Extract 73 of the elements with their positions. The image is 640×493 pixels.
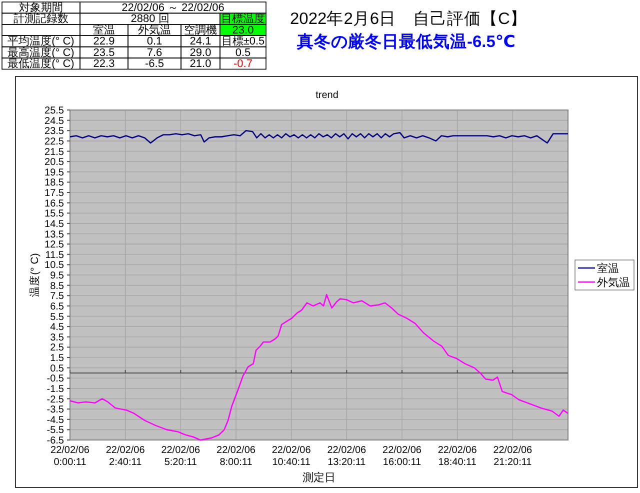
y-tick: -6.5 bbox=[46, 436, 64, 446]
y-tick: 22.5 bbox=[44, 136, 64, 148]
y-tick: 12.5 bbox=[44, 240, 64, 251]
x-tick: 22/02/06 5:20:11 bbox=[161, 445, 200, 468]
y-tick: 15.5 bbox=[44, 208, 64, 220]
table-cell: 21.0 bbox=[190, 58, 212, 70]
y-tick: -1.5 bbox=[46, 384, 64, 395]
y-tick: 18.5 bbox=[44, 178, 64, 189]
table-cell: 室温 bbox=[93, 24, 115, 36]
y-tick: 9.5 bbox=[50, 270, 64, 282]
x-tick: 22/02/06 16:00:11 bbox=[382, 445, 422, 468]
y-tick: 7.5 bbox=[50, 291, 64, 302]
x-tick: 22/02/06 8:00:11 bbox=[216, 445, 256, 468]
legend-label: 外気温 bbox=[597, 277, 630, 289]
y-tick: 14.5 bbox=[44, 218, 64, 230]
table-cell: 空調機 bbox=[184, 24, 217, 36]
y-tick: 10.5 bbox=[44, 260, 64, 272]
x-tick: 22/02/06 2:40:11 bbox=[106, 445, 145, 468]
table-cell: 23.5 bbox=[93, 46, 115, 59]
table-cell: -0.7 bbox=[234, 58, 252, 70]
table-cell: 対象期間 bbox=[19, 2, 63, 14]
table-cell: 外気温 bbox=[138, 24, 171, 36]
y-tick: -3.5 bbox=[46, 404, 64, 416]
y-tick: 25.5 bbox=[44, 106, 64, 116]
x-tick: 22/02/06 18:40:11 bbox=[438, 445, 477, 468]
x-label: 測定日 bbox=[302, 472, 336, 484]
subtitle: 真冬の厳冬日最低気温-6.5℃ bbox=[297, 33, 516, 51]
table-cell: 2880 回 bbox=[130, 13, 170, 26]
chart-caption: trend bbox=[316, 90, 338, 101]
y-tick: -5.5 bbox=[46, 425, 64, 436]
x-tick: 22/02/06 21:20:11 bbox=[493, 445, 532, 468]
x-tick: 22/02/06 10:40:11 bbox=[272, 445, 311, 468]
y-tick: 5.5 bbox=[50, 312, 64, 323]
y-tick: 19.5 bbox=[44, 167, 64, 178]
table-cell: 22/02/06 ～ 22/02/06 bbox=[122, 2, 224, 14]
table-cell: 最低温度(° C) bbox=[8, 58, 74, 70]
y-tick: 0.5 bbox=[50, 363, 64, 374]
y-tick: -2.5 bbox=[46, 394, 64, 406]
y-tick: 8.5 bbox=[50, 280, 64, 292]
y-label: 温度(° C) bbox=[29, 253, 41, 297]
y-tick: 21.5 bbox=[44, 146, 64, 158]
table-cell: 目標±0.5 bbox=[221, 36, 265, 48]
table-cell: 29.0 bbox=[190, 46, 212, 59]
y-tick: 13.5 bbox=[44, 229, 64, 240]
table-cell: 0.1 bbox=[146, 36, 162, 48]
table-cell: 23.0 bbox=[232, 24, 254, 36]
table-cell: 平均温度(° C) bbox=[8, 36, 74, 48]
table-cell: 0.5 bbox=[235, 46, 251, 59]
y-tick: 1.5 bbox=[50, 353, 64, 364]
y-tick: 23.5 bbox=[44, 126, 64, 138]
y-tick: 2.5 bbox=[50, 342, 64, 354]
y-tick: 20.5 bbox=[44, 157, 64, 168]
x-tick: 22/02/06 0:00:11 bbox=[50, 445, 90, 468]
y-tick: 24.5 bbox=[44, 116, 64, 127]
y-tick: 4.5 bbox=[50, 322, 64, 334]
table-cell: 24.1 bbox=[190, 36, 212, 48]
y-tick: -4.5 bbox=[46, 414, 64, 426]
table-cell: 目標温度 bbox=[221, 13, 265, 26]
y-tick: 3.5 bbox=[50, 332, 64, 344]
table-cell: 最高温度(° C) bbox=[8, 46, 74, 59]
title: 2022年2月6日 自己評価【C】 bbox=[290, 10, 527, 28]
y-tick: 6.5 bbox=[50, 301, 64, 312]
y-tick: 16.5 bbox=[44, 198, 64, 210]
table-cell: 22.9 bbox=[93, 36, 115, 48]
table-cell: 計測記録数 bbox=[14, 13, 68, 26]
x-tick: 22/02/06 13:20:11 bbox=[327, 445, 366, 468]
y-tick: 17.5 bbox=[44, 188, 64, 199]
table-cell: 22.3 bbox=[93, 58, 115, 70]
y-tick: 11.5 bbox=[45, 250, 64, 261]
legend-label: 室温 bbox=[597, 263, 619, 275]
table-cell: 7.6 bbox=[146, 46, 162, 59]
y-tick: -0.5 bbox=[46, 374, 64, 385]
table-cell: -6.5 bbox=[145, 58, 164, 70]
